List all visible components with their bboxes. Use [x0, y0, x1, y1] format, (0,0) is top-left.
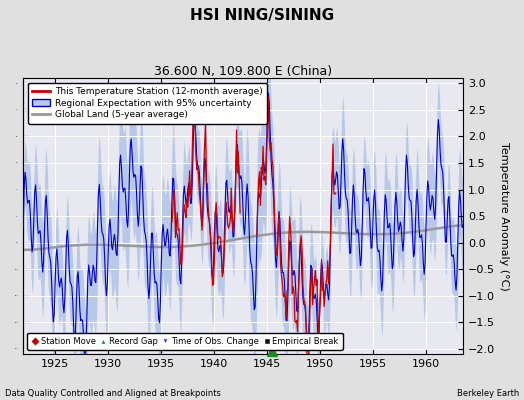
Text: Data Quality Controlled and Aligned at Breakpoints: Data Quality Controlled and Aligned at B… — [5, 389, 221, 398]
Title: 36.600 N, 109.800 E (China): 36.600 N, 109.800 E (China) — [154, 65, 332, 78]
Text: Berkeley Earth: Berkeley Earth — [456, 389, 519, 398]
Y-axis label: Temperature Anomaly (°C): Temperature Anomaly (°C) — [499, 142, 509, 290]
Text: HSI NING/SINING: HSI NING/SINING — [190, 8, 334, 23]
Legend: Station Move, Record Gap, Time of Obs. Change, Empirical Break: Station Move, Record Gap, Time of Obs. C… — [27, 333, 343, 350]
